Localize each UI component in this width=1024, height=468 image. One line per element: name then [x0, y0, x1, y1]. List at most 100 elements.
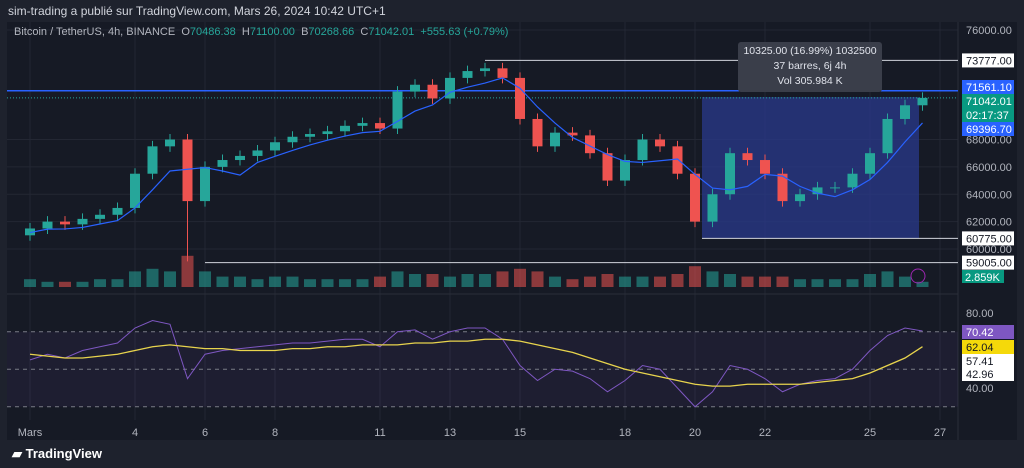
- volume-bar: [811, 279, 824, 287]
- volume-bar: [619, 276, 631, 287]
- volume-bar: [671, 274, 684, 287]
- price-label-bg: [962, 255, 1014, 270]
- volume-bar: [899, 276, 911, 287]
- candle-body: [830, 187, 840, 189]
- candle-body: [847, 173, 858, 188]
- price-label: 57.41: [966, 356, 994, 368]
- price-label-bg: [962, 53, 1014, 68]
- volume-bar: [374, 276, 386, 287]
- candle-body: [795, 194, 805, 202]
- candle-body: [445, 77, 455, 99]
- volume-bar: [59, 281, 71, 287]
- measure-price-change: 10325.00 (16.99%) 1032500: [743, 45, 877, 57]
- candle-body: [812, 187, 823, 195]
- time-tick: 22: [759, 427, 771, 439]
- high-value: 71100.00: [249, 26, 295, 38]
- volume-bar: [479, 274, 491, 287]
- volume-bar: [549, 276, 561, 287]
- volume-bar: [601, 274, 614, 287]
- price-tick: 68000.00: [966, 135, 1012, 147]
- volume-bar: [636, 276, 649, 287]
- rsi-line: [29, 319, 923, 408]
- candle-body: [95, 214, 105, 219]
- brand-name: TradingView: [25, 446, 102, 461]
- candle-body: [637, 139, 648, 161]
- candle-body: [427, 84, 438, 99]
- candle-body: [182, 139, 193, 202]
- open-value: 70486.38: [189, 26, 236, 38]
- measure-bars: 37 barres, 6j 4h: [773, 60, 847, 72]
- candle-body: [77, 218, 88, 225]
- volume-bar: [706, 271, 719, 287]
- candle-body: [375, 123, 385, 129]
- time-tick: 4: [132, 427, 138, 439]
- price-label: 59005.00: [966, 258, 1012, 270]
- candle-body: [357, 123, 368, 126]
- symbol-name[interactable]: Bitcoin / TetherUS, 4h, BINANCE: [14, 26, 176, 38]
- candle-body: [620, 160, 630, 181]
- volume-bar: [461, 274, 474, 287]
- candle-body: [392, 91, 403, 129]
- time-tick: 6: [202, 427, 208, 439]
- measure-tooltip: 10325.00 (16.99%) 1032500 37 barres, 6j …: [738, 42, 882, 92]
- time-tick: 13: [444, 427, 456, 439]
- candle-body: [480, 68, 490, 72]
- volume-bar: [24, 279, 36, 287]
- measure-volume: Vol 305.984 K: [777, 75, 843, 87]
- time-tick: Mars: [18, 427, 43, 439]
- volume-bar: [409, 274, 421, 287]
- time-tick: 25: [864, 427, 876, 439]
- candle-body: [462, 71, 473, 78]
- candle-body: [130, 173, 140, 208]
- volume-bar: [129, 271, 141, 287]
- volume-label: 2.859K: [965, 272, 1001, 284]
- volume-bar: [864, 274, 876, 287]
- volume-bar: [269, 276, 281, 287]
- rsi-tick: 40.00: [966, 383, 994, 395]
- candle-body: [270, 142, 280, 151]
- close-label: C: [360, 26, 369, 38]
- candle-body: [567, 132, 578, 136]
- volume-bar: [111, 279, 124, 287]
- candle-body: [147, 146, 158, 174]
- volume-bar: [444, 276, 456, 287]
- volume-bar: [566, 279, 579, 287]
- price-label-bg: [962, 340, 1014, 354]
- volume-bar: [199, 271, 211, 287]
- volume-bar: [846, 279, 859, 287]
- candle-body: [200, 166, 210, 202]
- price-label: 60775.00: [966, 233, 1012, 245]
- price-label: 70.42: [966, 327, 994, 339]
- moving-average-line: [29, 77, 923, 234]
- volume-bar: [356, 279, 369, 287]
- candle-body: [42, 221, 53, 229]
- volume-bar: [41, 281, 54, 287]
- price-label: 02:17:37: [966, 110, 1009, 122]
- low-value: 70268.66: [308, 26, 355, 38]
- volume-bar: [689, 266, 701, 287]
- time-tick: 18: [619, 427, 631, 439]
- rsi-ma-line: [29, 338, 923, 387]
- candle-body: [25, 228, 35, 236]
- candle-body: [900, 105, 910, 119]
- candle-body: [917, 97, 928, 106]
- volume-bar: [164, 271, 176, 287]
- price-tick: 64000.00: [966, 189, 1012, 201]
- price-label-bg: [962, 80, 1014, 94]
- price-tick: 66000.00: [966, 162, 1012, 174]
- candle-body: [515, 77, 525, 119]
- candle-body: [550, 132, 560, 147]
- volume-bar: [94, 279, 106, 287]
- volume-bar: [181, 255, 194, 287]
- candle-body: [410, 84, 420, 92]
- change-value: +555.63 (+0.79%): [420, 26, 509, 38]
- lightning-icon: [910, 268, 926, 284]
- volume-bar: [514, 268, 526, 287]
- price-tick: 62000.00: [966, 217, 1012, 229]
- volume-bar: [724, 274, 736, 287]
- tradingview-logo[interactable]: ▰ TradingView: [12, 446, 102, 461]
- candle-body: [882, 118, 893, 154]
- volume-bar: [794, 279, 806, 287]
- candle-body: [672, 146, 683, 174]
